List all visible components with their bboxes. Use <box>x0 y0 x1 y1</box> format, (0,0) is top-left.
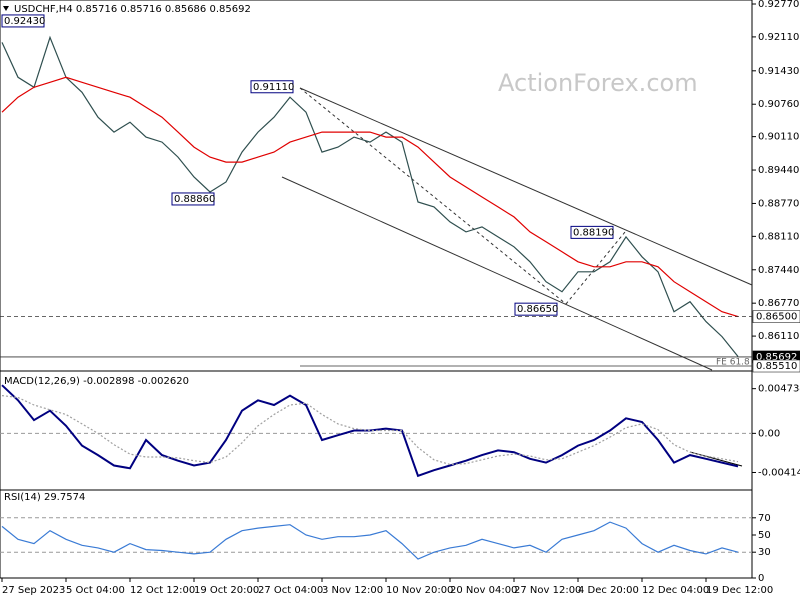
x-tick-label: 12 Oct 12:00 <box>130 585 195 596</box>
y-tick-label: 0.88770 <box>758 198 799 209</box>
y-tick-label: 0.88110 <box>758 231 799 242</box>
x-tick-label: 3 Nov 12:00 <box>322 585 383 596</box>
level-note: FE 61.8 <box>716 358 750 368</box>
y-tick-label: 0.91430 <box>758 66 799 77</box>
series-line <box>1 521 739 560</box>
annotation-box <box>250 80 294 94</box>
y-tick-label: 0 <box>758 573 764 584</box>
rsi-title: RSI(14) 29.7574 <box>4 492 85 503</box>
x-tick-label: 27 Sep 2023 <box>2 585 65 596</box>
x-tick-label: 5 Oct 04:00 <box>66 585 125 596</box>
y-tick-label: 0.90110 <box>758 132 799 143</box>
price-level-box <box>752 310 800 323</box>
x-tick-label: 19 Oct 20:00 <box>194 585 259 596</box>
y-tick-label: 0.92110 <box>758 32 799 43</box>
x-tick-label: 20 Nov 04:00 <box>450 585 517 596</box>
series-line <box>1 35 739 357</box>
watermark: ActionForex.com <box>498 69 698 97</box>
annotation-label: 0.88190 <box>573 227 614 238</box>
price-level-label: 0.85510 <box>756 361 797 372</box>
x-tick-label: 4 Dec 20:00 <box>578 585 639 596</box>
annotation-box <box>1 14 45 28</box>
macd-title: MACD(12,26,9) -0.002898 -0.002620 <box>4 376 189 387</box>
y-tick-label: 0.86770 <box>758 298 799 309</box>
annotation-box <box>570 225 614 239</box>
price-level-label: 0.86500 <box>756 312 797 323</box>
y-tick-label: 0.00 <box>758 428 780 439</box>
y-tick-label: 0.004734 <box>758 384 800 395</box>
x-tick-label: 19 Dec 12:00 <box>706 585 773 596</box>
y-tick-label: 30 <box>758 547 771 558</box>
series-line <box>1 76 739 318</box>
y-tick-label: 50 <box>758 530 771 541</box>
chart-title: USDCHF,H4 0.85716 0.85716 0.85686 0.8569… <box>14 4 251 15</box>
annotation-label: 0.92430 <box>4 16 45 27</box>
x-tick-label: 12 Dec 04:00 <box>642 585 709 596</box>
channel-lower <box>281 176 713 371</box>
annotation-box <box>514 302 558 316</box>
x-tick-label: 27 Oct 04:00 <box>258 585 323 596</box>
y-tick-label: 0.90760 <box>758 99 799 110</box>
series-line <box>1 384 739 478</box>
channel-upper <box>299 87 753 286</box>
y-tick-label: 0.87440 <box>758 265 799 276</box>
x-tick-label: 10 Nov 20:00 <box>386 585 453 596</box>
series-line <box>1 395 739 466</box>
y-tick-label: -0.004144 <box>758 467 800 478</box>
y-tick-label: 70 <box>758 513 771 524</box>
menu-arrow[interactable] <box>3 6 9 11</box>
annotation-label: 0.86650 <box>517 304 558 315</box>
y-tick-label: 0.92770 <box>758 0 799 10</box>
y-tick-label: 0.89440 <box>758 165 799 176</box>
annotation-box <box>171 192 215 206</box>
annotation-label: 0.88860 <box>174 194 215 205</box>
price-level-box <box>752 359 800 373</box>
price-level-label: 0.85692 <box>756 352 797 363</box>
annotation-label: 0.91110 <box>253 82 294 93</box>
y-tick-label: 0.86110 <box>758 331 799 342</box>
x-tick-label: 27 Nov 12:00 <box>514 585 581 596</box>
